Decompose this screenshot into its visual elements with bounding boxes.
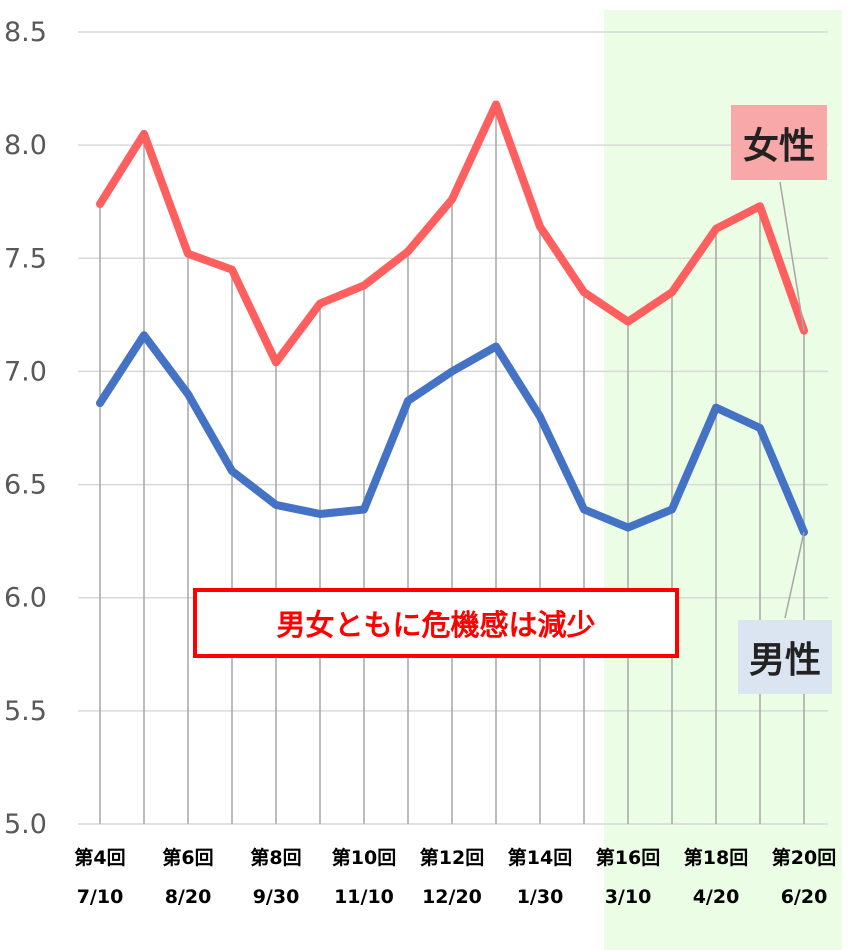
x-tick-round: 第14回 — [508, 846, 572, 869]
x-tick-round: 第18回 — [684, 846, 748, 869]
data-point — [363, 284, 365, 286]
data-point — [187, 393, 189, 395]
data-point — [231, 470, 233, 472]
y-tick-label: 5.5 — [4, 696, 47, 727]
vertical-drop-lines — [99, 104, 805, 824]
x-tick-date: 1/30 — [517, 886, 564, 908]
x-tick-date: 6/20 — [781, 886, 828, 908]
data-point — [759, 205, 761, 207]
x-tick-round: 第8回 — [250, 846, 301, 869]
data-point — [363, 508, 365, 510]
y-tick-label: 5.0 — [4, 809, 47, 840]
data-point — [671, 291, 673, 293]
data-point — [715, 228, 717, 230]
data-point — [407, 400, 409, 402]
y-tick-label: 8.0 — [4, 130, 47, 161]
data-point — [275, 504, 277, 506]
x-tick-round: 第20回 — [772, 846, 836, 869]
data-point — [627, 321, 629, 323]
data-point — [143, 334, 145, 336]
legend-female: 女性 — [731, 105, 827, 180]
data-point — [99, 402, 101, 404]
data-point — [671, 508, 673, 510]
x-tick-date: 8/20 — [165, 886, 212, 908]
data-point — [583, 508, 585, 510]
legend-male: 男性 — [738, 620, 832, 694]
data-point — [319, 513, 321, 515]
data-point — [451, 370, 453, 372]
data-point — [99, 203, 101, 205]
x-tick-round: 第4回 — [74, 846, 125, 869]
x-tick-date: 11/10 — [334, 886, 394, 908]
x-tick-round: 第10回 — [332, 846, 396, 869]
data-point — [627, 527, 629, 529]
data-point — [143, 133, 145, 135]
x-tick-round: 第12回 — [420, 846, 484, 869]
x-axis-ticks: 第4回 7/10 第6回 8/20 第8回 9/30 第10回 11/10 第12回 12/20 第… — [74, 846, 836, 908]
y-tick-label: 6.0 — [4, 583, 47, 614]
leader-line-male — [784, 531, 805, 619]
data-point — [407, 250, 409, 252]
data-point — [275, 361, 277, 363]
data-point — [187, 253, 189, 255]
data-point — [495, 103, 497, 105]
x-tick-date: 9/30 — [253, 886, 300, 908]
data-point — [583, 291, 585, 293]
data-point — [539, 416, 541, 418]
annotation-box: 男女ともに危機感は減少 — [193, 588, 679, 658]
x-tick-date: 12/20 — [422, 886, 482, 908]
leader-line-female — [779, 181, 805, 331]
x-tick-round: 第6回 — [162, 846, 213, 869]
data-point — [451, 198, 453, 200]
y-tick-label: 7.5 — [4, 243, 47, 274]
data-point — [319, 303, 321, 305]
data-point — [759, 427, 761, 429]
x-tick-date: 7/10 — [77, 886, 124, 908]
data-point — [231, 269, 233, 271]
data-point — [715, 407, 717, 409]
x-tick-round: 第16回 — [596, 846, 660, 869]
series-lines — [96, 100, 808, 537]
data-point — [495, 346, 497, 348]
data-point — [539, 226, 541, 228]
y-tick-label: 6.5 — [4, 470, 47, 501]
y-axis-ticks: 8.5 8.0 7.5 7.0 6.5 6.0 5.5 5.0 — [4, 17, 47, 840]
x-tick-date: 4/20 — [693, 886, 740, 908]
x-tick-date: 3/10 — [605, 886, 652, 908]
legend-leader-lines — [779, 181, 805, 619]
y-tick-label: 8.5 — [4, 17, 47, 48]
y-tick-label: 7.0 — [4, 356, 47, 387]
